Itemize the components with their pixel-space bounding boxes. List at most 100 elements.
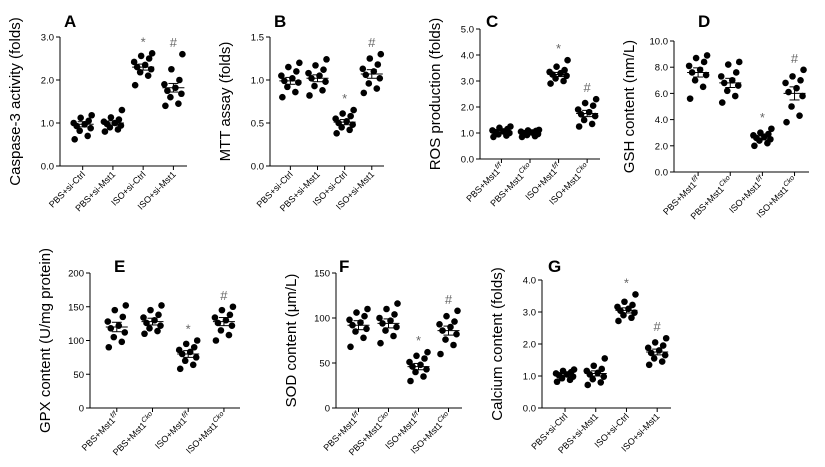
data-point <box>225 331 233 339</box>
data-point <box>661 351 669 359</box>
data-point <box>731 92 739 100</box>
data-point <box>574 106 582 113</box>
data-point <box>601 355 609 362</box>
data-point <box>121 329 129 336</box>
data-point <box>145 55 153 62</box>
data-point <box>366 55 374 62</box>
data-point <box>632 291 639 298</box>
data-point <box>141 330 148 338</box>
data-point <box>489 127 496 134</box>
data-point <box>158 302 165 309</box>
data-point <box>575 123 583 130</box>
significance-mark: # <box>170 35 178 50</box>
x-tick-label-superscript: Cko <box>518 162 532 176</box>
data-point <box>724 61 732 68</box>
data-point <box>168 65 175 73</box>
y-tick-label: 2.0 <box>655 141 668 152</box>
data-point <box>347 112 354 120</box>
data-point <box>122 302 130 309</box>
y-tick-label: 4.0 <box>523 276 536 287</box>
data-point <box>383 305 390 313</box>
data-point <box>699 83 707 91</box>
data-point <box>296 59 303 67</box>
significance-mark: # <box>791 51 799 66</box>
data-point <box>305 69 312 77</box>
data-point <box>583 367 591 375</box>
y-tick-label: 2.0 <box>523 340 536 351</box>
data-point <box>788 103 795 110</box>
data-point <box>393 323 400 331</box>
data-point <box>559 367 567 375</box>
data-point <box>85 117 92 125</box>
data-point <box>588 120 596 128</box>
data-point <box>592 95 600 103</box>
data-point <box>350 106 357 114</box>
data-point <box>423 366 430 373</box>
data-point <box>685 62 693 70</box>
data-point <box>157 322 164 329</box>
y-tick-label: 1.0 <box>41 119 54 130</box>
data-point <box>597 379 605 386</box>
data-point <box>178 90 185 98</box>
data-point <box>376 74 384 82</box>
y-tick-label: 100 <box>68 336 84 347</box>
data-point <box>496 124 503 132</box>
y-tick-label: 4.0 <box>655 115 668 126</box>
data-point <box>584 381 592 389</box>
data-point <box>390 332 397 340</box>
data-point <box>700 58 708 66</box>
data-point <box>581 99 589 107</box>
y-tick-label: 0.0 <box>655 168 668 179</box>
y-tick-label: 8.0 <box>655 63 668 74</box>
y-tick-label: 1.5 <box>251 33 264 44</box>
y-tick-label: 2.0 <box>41 76 54 87</box>
data-point <box>148 50 156 57</box>
y-tick-label: 0.0 <box>461 155 474 166</box>
y-tick-label: 6.0 <box>655 89 668 100</box>
x-tick-label-superscript: Cko <box>376 411 390 425</box>
data-point <box>292 88 299 96</box>
data-point <box>311 82 318 90</box>
data-point <box>182 340 190 348</box>
y-tick-label: 1.0 <box>251 76 264 87</box>
panel-e: E 0 50 100 150 200 GPX content (U/mg protein) P… <box>37 248 240 458</box>
data-point <box>374 61 382 68</box>
data-point <box>789 73 796 80</box>
y-tick-label: 150 <box>314 269 330 280</box>
data-point <box>443 312 450 320</box>
data-point <box>442 336 449 343</box>
data-point <box>105 343 113 351</box>
data-point <box>100 118 108 126</box>
x-tick-label: PBS+Mst1Cko <box>110 411 157 458</box>
data-point <box>88 111 95 119</box>
data-point <box>189 361 197 369</box>
data-point <box>346 126 353 134</box>
data-point <box>437 350 444 358</box>
data-point <box>217 327 225 334</box>
data-point <box>450 341 457 349</box>
data-point <box>621 298 628 306</box>
x-tick-label-superscript: f/f <box>551 161 561 171</box>
data-point <box>800 66 807 74</box>
data-point <box>164 87 171 95</box>
data-point <box>71 136 78 143</box>
significance-mark: # <box>584 80 592 95</box>
data-point <box>768 125 775 133</box>
data-point <box>162 102 169 110</box>
x-tick-label-superscript: f/f <box>494 161 504 171</box>
significance-mark: # <box>368 35 376 50</box>
y-tick-label: 3.0 <box>523 308 536 319</box>
data-point <box>692 54 700 62</box>
data-point <box>658 358 666 365</box>
data-point <box>161 81 168 88</box>
data-point <box>783 118 790 126</box>
data-point <box>507 123 514 130</box>
significance-mark: * <box>760 110 765 125</box>
y-axis-label: Calcium content (folds) <box>489 267 506 420</box>
panel-c: C 0.0 1.0 2.0 3.0 4.0 5.0 ROS production (folds… <box>427 12 600 208</box>
data-point <box>451 318 458 325</box>
data-point <box>179 50 186 58</box>
